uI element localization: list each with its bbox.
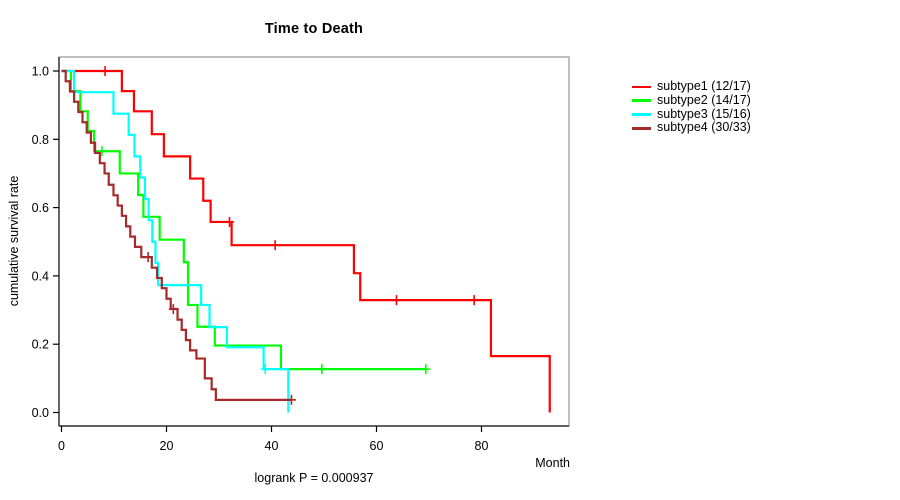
- chart-title: Time to Death: [264, 21, 364, 37]
- survival-curve-subtype2: [61, 69, 426, 371]
- x-tick-label: 60: [370, 439, 384, 453]
- x-tick-label: 20: [160, 439, 174, 453]
- legend-line-swatch-subtype4: [632, 127, 651, 130]
- legend: subtype1 (12/17) subtype2 (14/17) subtype3…: [632, 79, 751, 135]
- x-tick-label: 80: [475, 439, 489, 453]
- legend-line-swatch-subtype2: [632, 99, 651, 102]
- legend-line-swatch-subtype3: [632, 113, 651, 116]
- survival-curve-subtype4: [61, 69, 292, 401]
- y-tick-label: 0.4: [32, 269, 49, 283]
- y-axis-title: cumulative survival rate: [7, 175, 21, 307]
- legend-label-subtype2: subtype2 (14/17): [657, 92, 751, 107]
- legend-item-subtype1: subtype1 (12/17): [632, 79, 751, 94]
- legend-label-subtype3: subtype3 (15/16): [657, 106, 751, 121]
- x-axis-title: Month: [535, 456, 570, 470]
- y-tick-label: 0.0: [32, 406, 49, 420]
- legend-label-subtype4: subtype4 (30/33): [657, 120, 751, 135]
- survival-curve-subtype1: [61, 69, 551, 413]
- x-tick-label: 0: [58, 439, 65, 453]
- y-tick-label: 1.0: [32, 65, 49, 79]
- x-tick-label: 40: [265, 439, 279, 453]
- legend-item-subtype4: subtype4 (30/33): [632, 121, 751, 135]
- logrank-p-value: logrank P = 0.000937: [254, 471, 374, 485]
- survival-curve-subtype3: [61, 69, 290, 413]
- legend-item-subtype2: subtype2 (14/17): [632, 92, 751, 108]
- y-tick-label: 0.2: [32, 338, 49, 352]
- y-tick-label: 0.8: [32, 133, 49, 147]
- legend-item-subtype3: subtype3 (15/16): [632, 106, 751, 122]
- legend-label-subtype1: subtype1 (12/17): [657, 79, 751, 93]
- legend-line-swatch-subtype1: [632, 85, 651, 89]
- y-tick-label: 0.6: [32, 201, 49, 215]
